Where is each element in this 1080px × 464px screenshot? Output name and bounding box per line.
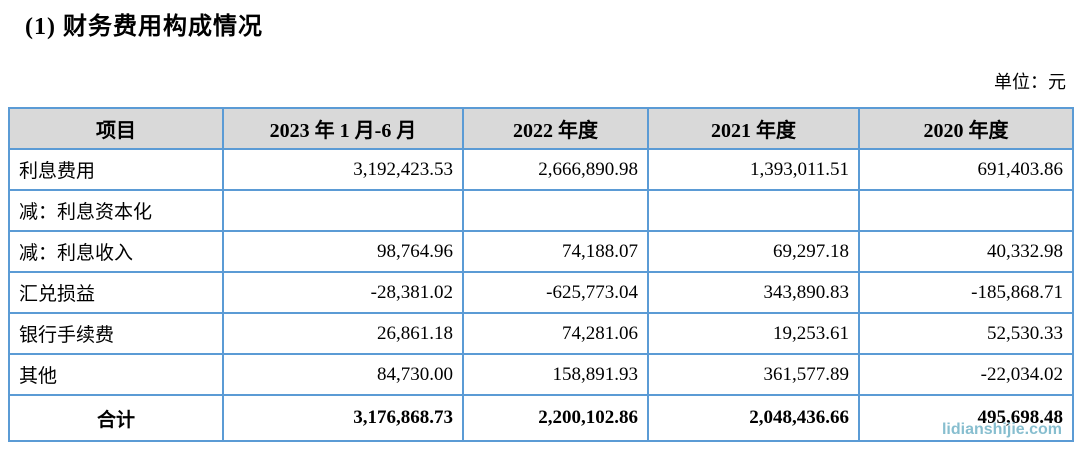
value-cell: 84,730.00 bbox=[222, 353, 464, 396]
column-header: 2021 年度 bbox=[647, 107, 860, 150]
value-cell: 343,890.83 bbox=[647, 271, 860, 314]
table-row: 银行手续费 26,861.18 74,281.06 19,253.61 52,530.3… bbox=[8, 312, 1074, 355]
value-cell: 69,297.18 bbox=[647, 230, 860, 273]
value-cell bbox=[462, 189, 649, 232]
value-cell: 2,200,102.86 bbox=[462, 394, 649, 442]
value-cell bbox=[858, 189, 1074, 232]
value-cell: -185,868.71 bbox=[858, 271, 1074, 314]
value-cell: 3,192,423.53 bbox=[222, 148, 464, 191]
column-header: 2020 年度 bbox=[858, 107, 1074, 150]
value-cell: 2,048,436.66 bbox=[647, 394, 860, 442]
value-cell: 495,698.48 bbox=[858, 394, 1074, 442]
value-cell: 98,764.96 bbox=[222, 230, 464, 273]
value-cell: 74,281.06 bbox=[462, 312, 649, 355]
total-row: 合计 3,176,868.73 2,200,102.86 2,048,436.66 49… bbox=[8, 394, 1074, 442]
value-cell: 361,577.89 bbox=[647, 353, 860, 396]
unit-label: 单位：元 bbox=[994, 72, 1066, 92]
financial-expense-table: 项目 2023 年 1 月-6 月 2022 年度 2021 年度 2020 年度 利息… bbox=[8, 107, 1074, 442]
value-cell bbox=[222, 189, 464, 232]
row-label: 减：利息收入 bbox=[8, 230, 224, 273]
table-row: 汇兑损益 -28,381.02 -625,773.04 343,890.83 -185,… bbox=[8, 271, 1074, 314]
value-cell: 40,332.98 bbox=[858, 230, 1074, 273]
row-label: 利息费用 bbox=[8, 148, 224, 191]
column-header: 2022 年度 bbox=[462, 107, 649, 150]
value-cell: 26,861.18 bbox=[222, 312, 464, 355]
table-header-row: 项目 2023 年 1 月-6 月 2022 年度 2021 年度 2020 年度 bbox=[8, 107, 1074, 150]
value-cell: -625,773.04 bbox=[462, 271, 649, 314]
table-body: 利息费用 3,192,423.53 2,666,890.98 1,393,011.51… bbox=[8, 148, 1074, 442]
value-cell: -22,034.02 bbox=[858, 353, 1074, 396]
value-cell: -28,381.02 bbox=[222, 271, 464, 314]
value-cell: 2,666,890.98 bbox=[462, 148, 649, 191]
column-header: 项目 bbox=[8, 107, 224, 150]
row-label: 汇兑损益 bbox=[8, 271, 224, 314]
table-row: 减：利息收入 98,764.96 74,188.07 69,297.18 40,332.… bbox=[8, 230, 1074, 273]
value-cell: 691,403.86 bbox=[858, 148, 1074, 191]
row-label: 其他 bbox=[8, 353, 224, 396]
value-cell: 1,393,011.51 bbox=[647, 148, 860, 191]
value-cell: 52,530.33 bbox=[858, 312, 1074, 355]
column-header: 2023 年 1 月-6 月 bbox=[222, 107, 464, 150]
value-cell: 19,253.61 bbox=[647, 312, 860, 355]
table-row: 其他 84,730.00 158,891.93 361,577.89 -22,034.0… bbox=[8, 353, 1074, 396]
table-row: 利息费用 3,192,423.53 2,666,890.98 1,393,011.51… bbox=[8, 148, 1074, 191]
section-title: (1) 财务费用构成情况 bbox=[25, 14, 263, 40]
value-cell: 158,891.93 bbox=[462, 353, 649, 396]
row-label: 银行手续费 bbox=[8, 312, 224, 355]
value-cell: 74,188.07 bbox=[462, 230, 649, 273]
row-label: 合计 bbox=[8, 394, 224, 442]
table-row: 减：利息资本化 bbox=[8, 189, 1074, 232]
row-label: 减：利息资本化 bbox=[8, 189, 224, 232]
value-cell: 3,176,868.73 bbox=[222, 394, 464, 442]
value-cell bbox=[647, 189, 860, 232]
